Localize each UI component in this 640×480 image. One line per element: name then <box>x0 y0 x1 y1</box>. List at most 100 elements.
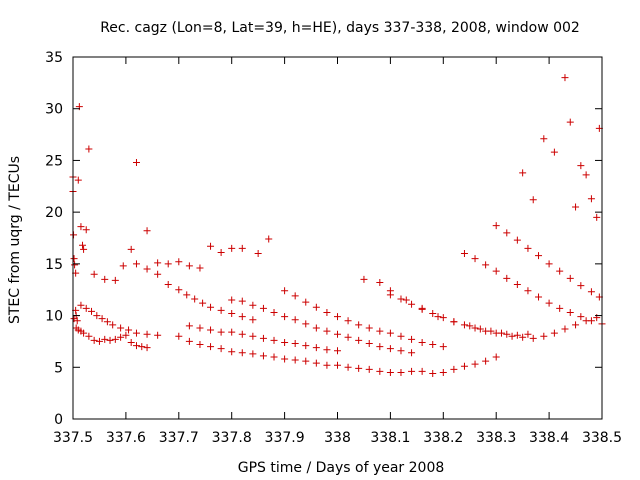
data-point <box>386 368 394 376</box>
x-axis-label: GPS time / Days of year 2008 <box>238 460 445 476</box>
data-point <box>397 347 405 355</box>
data-point <box>249 301 257 309</box>
data-point <box>572 203 580 211</box>
x-tick-label: 338 <box>324 430 351 446</box>
data-point <box>111 276 119 284</box>
data-point <box>577 162 585 170</box>
data-point <box>334 330 341 338</box>
data-point <box>270 308 278 316</box>
data-point <box>492 353 500 361</box>
data-point <box>582 171 590 179</box>
data-point <box>323 346 331 354</box>
data-point <box>175 258 183 266</box>
data-point <box>291 316 299 324</box>
data-point <box>360 275 368 283</box>
x-tick-label: 338.3 <box>476 430 516 446</box>
data-point <box>291 292 299 300</box>
data-point <box>70 315 78 323</box>
data-point <box>397 295 405 303</box>
data-point <box>82 304 90 312</box>
data-point <box>497 329 505 337</box>
data-point <box>143 265 151 273</box>
y-tick-label: 15 <box>45 257 63 273</box>
data-point <box>471 360 479 368</box>
data-point <box>228 244 236 252</box>
data-point <box>535 252 543 260</box>
data-point <box>450 365 458 373</box>
data-point <box>207 242 215 250</box>
data-point <box>175 332 183 340</box>
data-point <box>503 330 511 338</box>
data-point <box>98 315 106 323</box>
data-point <box>185 322 193 330</box>
data-point <box>85 145 93 153</box>
y-tick-label: 35 <box>45 50 63 66</box>
data-point <box>70 255 78 263</box>
data-point <box>281 355 289 363</box>
data-points <box>69 74 606 377</box>
data-point <box>439 368 447 376</box>
data-point <box>196 264 204 272</box>
data-point <box>143 344 151 352</box>
data-point <box>429 310 437 318</box>
data-point <box>111 335 119 343</box>
data-point <box>132 158 140 166</box>
data-point <box>487 327 495 335</box>
data-point <box>365 324 373 332</box>
data-point <box>376 343 384 351</box>
y-tick-label: 10 <box>45 309 63 325</box>
data-point <box>492 267 500 275</box>
data-point <box>519 169 527 177</box>
data-point <box>302 342 310 350</box>
data-point <box>70 231 78 239</box>
data-point <box>259 304 267 312</box>
data-point <box>249 332 257 340</box>
data-point <box>79 241 87 249</box>
data-point <box>524 244 532 252</box>
data-point <box>556 267 564 275</box>
data-point <box>302 357 310 365</box>
data-point <box>577 313 585 321</box>
data-point <box>164 260 172 268</box>
data-point <box>513 281 521 289</box>
data-point <box>540 135 548 143</box>
data-point <box>106 336 114 344</box>
data-point <box>238 330 246 338</box>
data-point <box>88 307 96 315</box>
data-point <box>312 324 320 332</box>
chart-title: Rec. cagz (Lon=8, Lat=39, h=HE), days 33… <box>100 20 580 36</box>
data-point <box>302 298 310 306</box>
data-point <box>154 331 162 339</box>
data-point <box>508 332 516 340</box>
data-point <box>125 326 133 334</box>
data-point <box>513 331 521 339</box>
data-point <box>344 333 352 341</box>
data-point <box>408 300 416 308</box>
data-point <box>471 255 479 263</box>
data-point <box>439 314 447 322</box>
x-axis: 337.5 337.6 337.7 337.8 337.9 338 338.1 338.2 33… <box>53 57 622 446</box>
data-point <box>85 332 93 340</box>
data-point <box>175 286 183 294</box>
data-point <box>265 235 273 243</box>
data-point <box>207 343 215 351</box>
x-tick-label: 337.9 <box>265 430 305 446</box>
data-point <box>259 352 267 360</box>
data-point <box>386 329 394 337</box>
data-point <box>228 348 236 356</box>
data-point <box>238 349 246 357</box>
data-point <box>196 341 204 349</box>
data-point <box>259 334 267 342</box>
data-point <box>191 295 199 303</box>
data-point <box>217 306 225 314</box>
data-point <box>460 321 468 329</box>
data-point <box>217 345 225 353</box>
y-tick-label: 0 <box>54 412 63 428</box>
data-point <box>103 318 111 326</box>
data-point <box>312 303 320 311</box>
data-point <box>122 331 130 339</box>
data-point <box>550 329 558 337</box>
data-point <box>101 335 109 343</box>
data-point <box>199 299 207 307</box>
data-point <box>323 361 331 369</box>
